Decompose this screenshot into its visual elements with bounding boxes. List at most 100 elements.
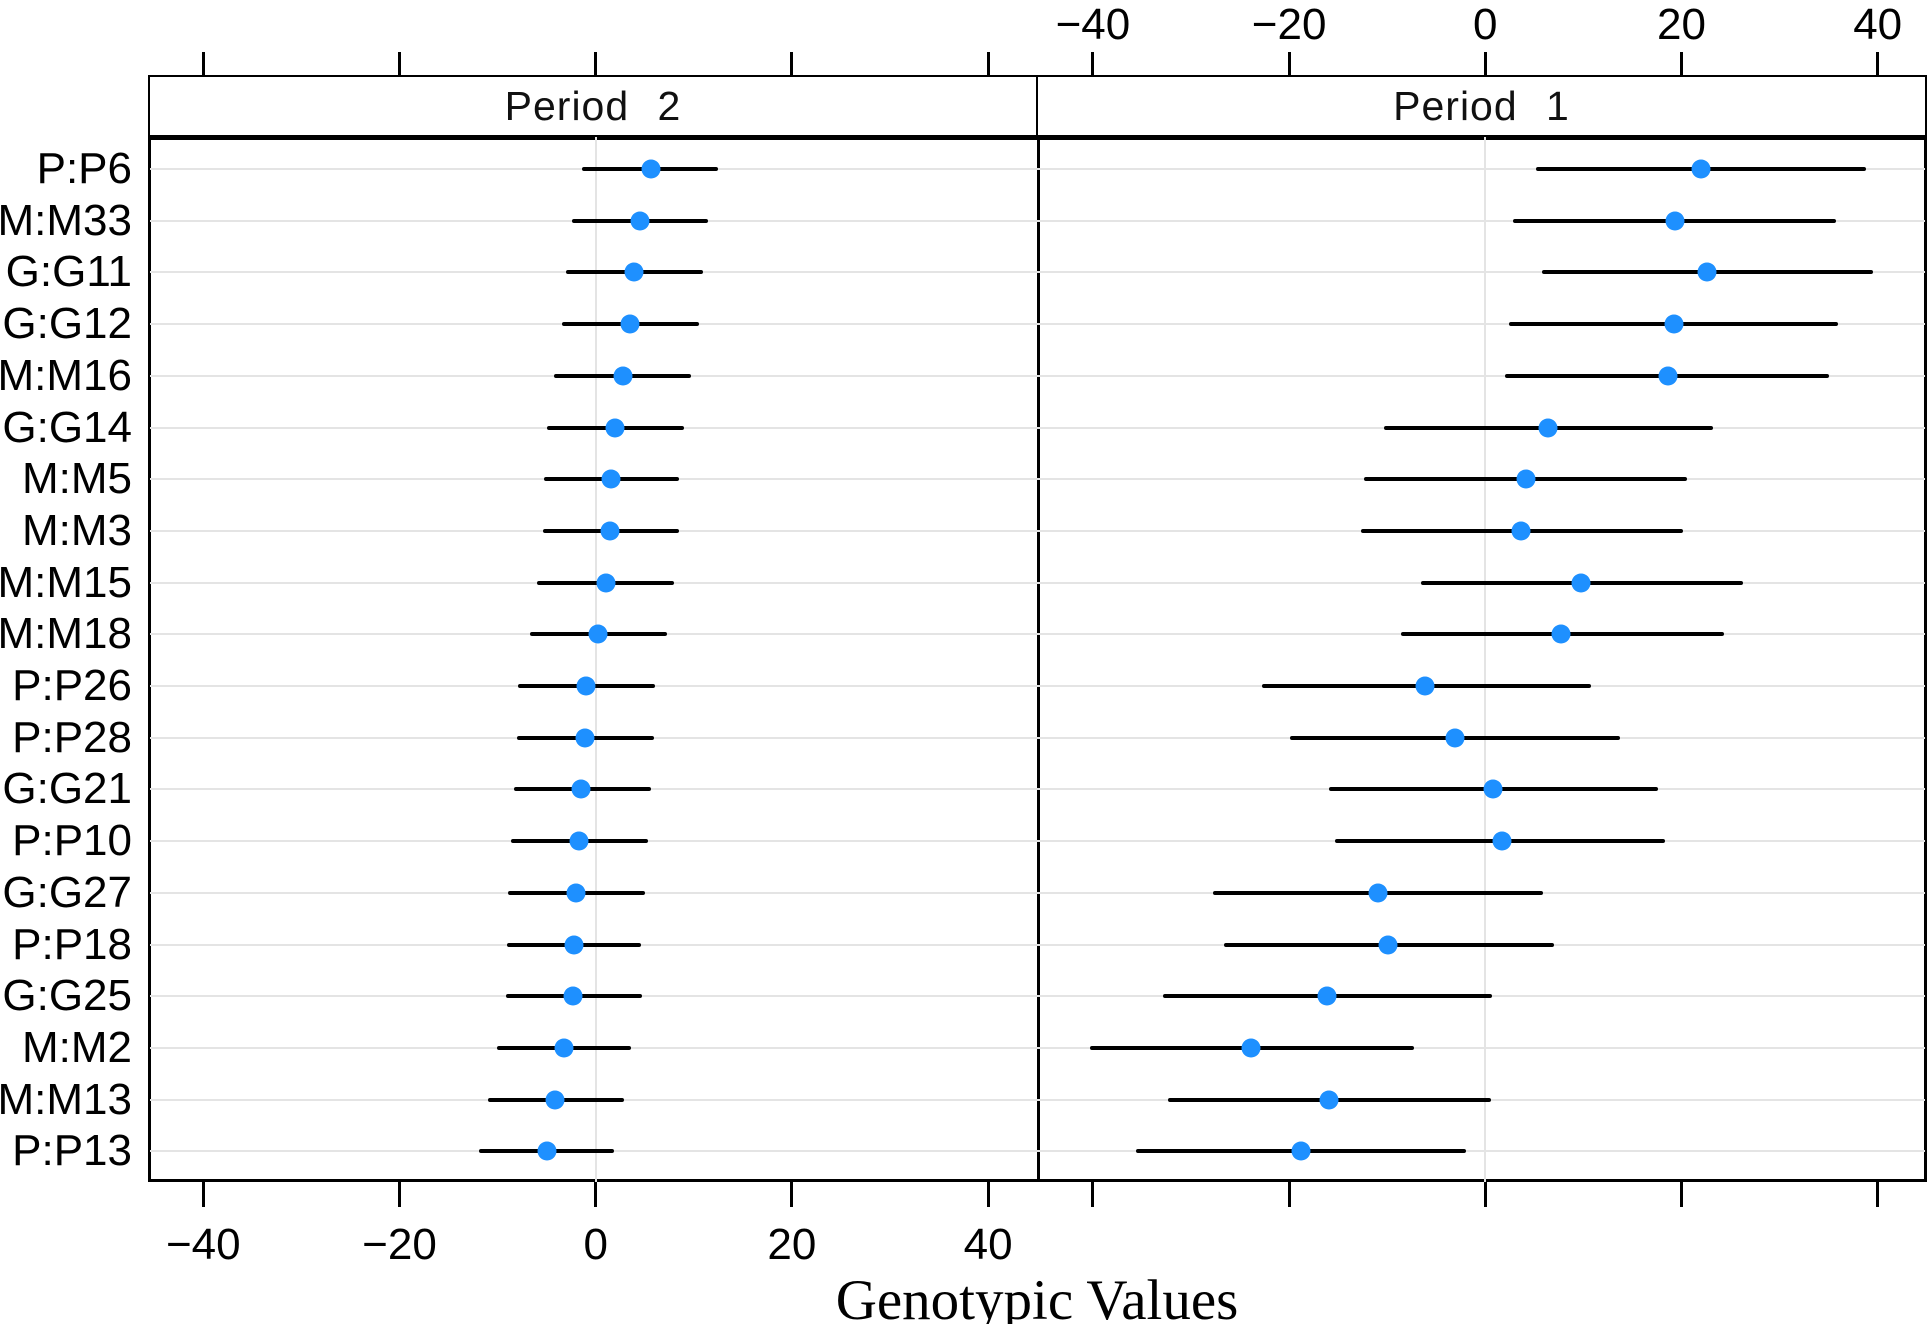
- data-dot: [1415, 676, 1435, 696]
- data-dot: [1483, 779, 1503, 799]
- row-gridline: [150, 1046, 1925, 1049]
- data-dot: [641, 159, 661, 179]
- data-dot: [613, 366, 633, 386]
- data-dot: [1551, 624, 1571, 644]
- panel-divider: [1037, 137, 1040, 1182]
- row-gridline: [150, 995, 1925, 998]
- bottom-tick: [986, 1182, 990, 1207]
- top-tick-label: 20: [1657, 0, 1706, 49]
- row-gridline: [150, 168, 1925, 170]
- y-category-label: G:G27: [2, 867, 132, 917]
- row-gridline: [150, 1098, 1925, 1101]
- y-category-label: M:M2: [22, 1022, 132, 1072]
- bottom-tick: [790, 1182, 794, 1207]
- data-dot: [545, 1090, 565, 1110]
- top-tick: [1483, 52, 1487, 75]
- bottom-tick-label: −40: [165, 1220, 241, 1269]
- data-dot: [1317, 986, 1337, 1006]
- row-gridline: [150, 219, 1925, 222]
- data-dot: [1571, 573, 1591, 593]
- strip-period-2: Period 2: [148, 75, 1038, 137]
- data-dot: [1319, 1090, 1339, 1110]
- top-tick-label: −40: [1055, 0, 1131, 49]
- data-dot: [601, 469, 621, 489]
- data-dot: [563, 986, 583, 1006]
- y-category-label: P:P18: [12, 919, 132, 969]
- y-category-label: M:M18: [0, 609, 132, 659]
- bottom-tick: [1483, 1182, 1487, 1207]
- y-category-label: G:G12: [2, 299, 132, 349]
- y-category-label: P:P6: [36, 144, 132, 193]
- bottom-tick-label: −20: [362, 1220, 437, 1269]
- data-dot: [600, 521, 620, 541]
- top-tick: [201, 52, 205, 75]
- row-gridline: [150, 633, 1925, 636]
- data-dot: [1697, 262, 1717, 282]
- row-gridline: [150, 323, 1925, 326]
- data-dot: [571, 779, 591, 799]
- data-dot: [605, 418, 625, 437]
- bottom-tick: [201, 1182, 205, 1207]
- data-dot: [596, 573, 615, 593]
- top-tick: [1091, 52, 1095, 75]
- bottom-tick: [1287, 1182, 1291, 1207]
- row-gridline: [150, 478, 1925, 481]
- data-dot: [554, 1038, 574, 1058]
- top-tick: [986, 52, 990, 75]
- data-dot: [1538, 418, 1558, 437]
- y-category-label: M:M15: [0, 557, 132, 607]
- row-gridline: [150, 788, 1925, 791]
- strip-label-period-2: Period 2: [504, 82, 682, 129]
- top-tick: [1876, 52, 1880, 75]
- data-dot: [537, 1141, 557, 1161]
- data-dot: [566, 883, 586, 903]
- data-dot: [575, 728, 595, 748]
- data-dot: [1445, 728, 1465, 748]
- y-category-label: P:P13: [12, 1126, 132, 1176]
- row-gridline: [150, 581, 1925, 584]
- y-category-label: P:P10: [12, 816, 132, 866]
- bottom-tick: [594, 1182, 598, 1207]
- data-dot: [588, 624, 608, 644]
- top-tick-label: −20: [1251, 0, 1327, 49]
- row-gridline: [150, 529, 1925, 532]
- bottom-tick: [1680, 1182, 1683, 1207]
- y-category-label: G:G14: [2, 402, 132, 452]
- top-tick-label: 0: [1473, 0, 1498, 49]
- data-dot: [564, 935, 584, 954]
- y-category-label: M:M13: [0, 1074, 132, 1124]
- top-tick: [398, 52, 401, 75]
- bottom-tick-label: 40: [963, 1220, 1013, 1269]
- strip-period-1: Period 1: [1036, 75, 1927, 137]
- row-gridline: [150, 891, 1925, 894]
- top-tick: [1287, 52, 1291, 75]
- bottom-tick: [1876, 1182, 1880, 1207]
- data-dot: [569, 831, 589, 851]
- data-dot: [620, 314, 640, 334]
- top-tick-label: 40: [1853, 0, 1903, 49]
- row-gridline: [150, 736, 1925, 739]
- row-gridline: [150, 271, 1925, 274]
- data-dot: [1665, 211, 1685, 231]
- bottom-tick: [1091, 1182, 1095, 1207]
- top-tick: [1680, 52, 1683, 75]
- zero-gridline: [594, 137, 597, 1182]
- data-dot: [1291, 1141, 1311, 1161]
- y-category-label: P:P28: [12, 712, 132, 762]
- y-category-label: P:P26: [12, 661, 132, 710]
- data-dot: [1658, 366, 1678, 386]
- top-tick: [594, 52, 598, 75]
- strip-label-period-1: Period 1: [1393, 82, 1570, 129]
- data-dot: [1691, 159, 1711, 179]
- data-dot: [1378, 935, 1398, 954]
- zero-gridline: [1484, 137, 1487, 1182]
- row-gridline: [150, 840, 1925, 843]
- data-dot: [576, 676, 596, 696]
- data-dot: [1516, 469, 1536, 489]
- bottom-tick-label: 20: [767, 1220, 817, 1269]
- x-axis-title: Genotypic Values: [835, 1269, 1239, 1324]
- y-category-label: M:M5: [22, 454, 132, 504]
- row-gridline: [150, 943, 1925, 946]
